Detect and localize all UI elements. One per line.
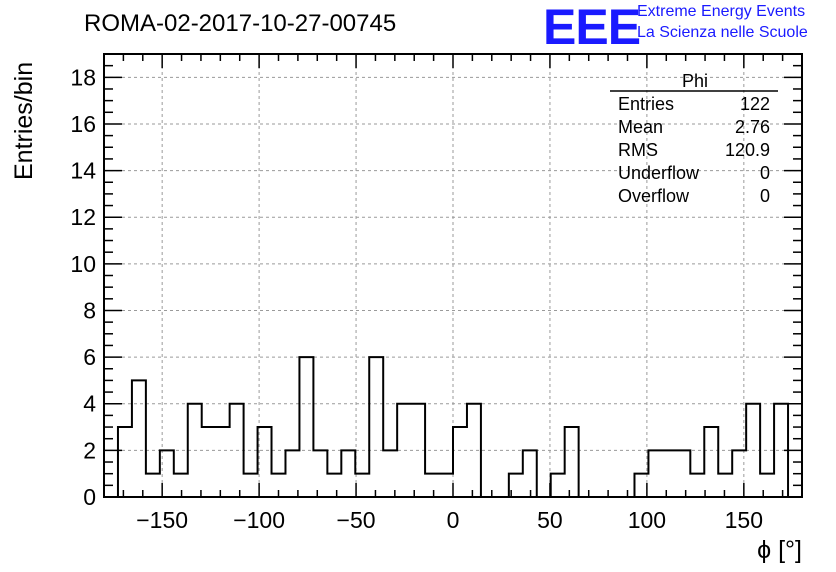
stats-label-overflow: Overflow <box>618 186 690 206</box>
stats-value-mean: 2.76 <box>735 117 770 137</box>
y-tick-label: 4 <box>83 391 96 417</box>
stats-value-entries: 122 <box>740 94 770 114</box>
y-tick-label: 14 <box>70 158 96 184</box>
y-tick-label: 10 <box>70 251 96 277</box>
statistics-box: Phi Entries 122 Mean 2.76 RMS 120.9 Unde… <box>610 71 778 206</box>
y-tick-label: 8 <box>83 297 96 323</box>
x-tick-label: −50 <box>337 507 376 533</box>
stats-label-underflow: Underflow <box>618 163 700 183</box>
stats-value-rms: 120.9 <box>725 140 770 160</box>
axis-ticks <box>104 53 802 498</box>
eee-logo: EEE <box>543 0 641 55</box>
stats-box-title: Phi <box>682 71 708 91</box>
y-tick-label: 2 <box>83 437 96 463</box>
logo-subtitle-line2: La Scienza nelle Scuole <box>637 24 808 41</box>
stats-value-overflow: 0 <box>760 186 770 206</box>
x-tick-label: −150 <box>136 507 188 533</box>
x-tick-label: 150 <box>725 507 763 533</box>
x-tick-label: 50 <box>537 507 563 533</box>
y-tick-label: 6 <box>83 344 96 370</box>
stats-label-mean: Mean <box>618 117 663 137</box>
grid-lines <box>104 54 802 497</box>
axis-tick-labels: −150 −100 −50 0 50 100 150 0 2 4 6 8 10 12 14 16 18 <box>70 64 763 533</box>
histogram-step-line <box>116 356 790 498</box>
stats-value-underflow: 0 <box>760 163 770 183</box>
y-tick-label: 12 <box>70 204 96 230</box>
stats-label-entries: Entries <box>618 94 674 114</box>
y-tick-label: 16 <box>70 111 96 137</box>
x-tick-label: −100 <box>233 507 285 533</box>
y-axis-title: Entries/bin <box>10 62 38 180</box>
x-tick-label: 0 <box>447 507 460 533</box>
y-tick-label: 18 <box>70 64 96 90</box>
y-tick-label: 0 <box>83 484 96 510</box>
stats-label-rms: RMS <box>618 140 658 160</box>
x-axis-title: ϕ [°] <box>757 536 802 564</box>
logo-subtitle-line1: Extreme Energy Events <box>637 3 806 20</box>
x-tick-label: 100 <box>628 507 666 533</box>
histogram-title: ROMA-02-2017-10-27-00745 <box>84 10 397 37</box>
